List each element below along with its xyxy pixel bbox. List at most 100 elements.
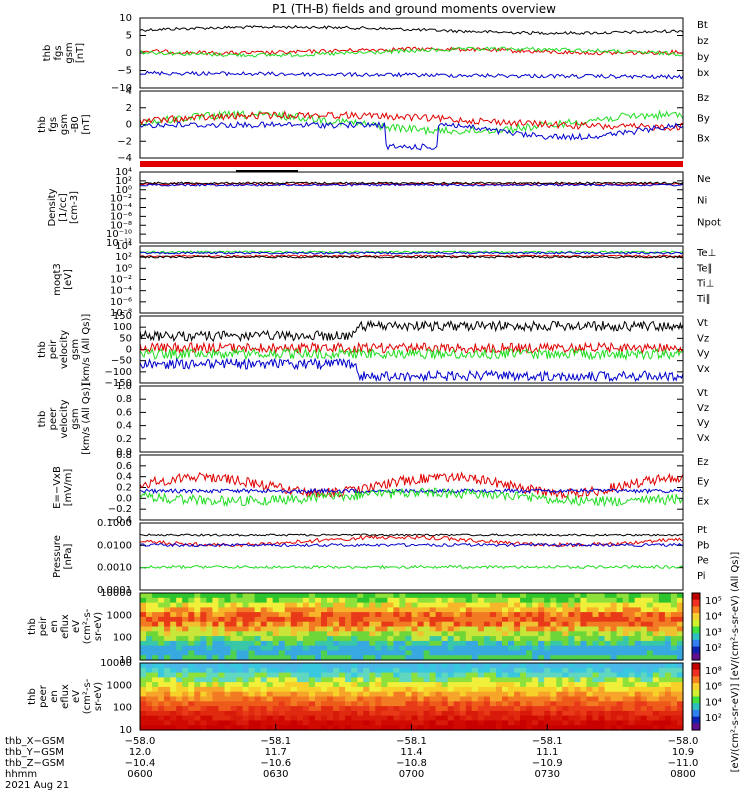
panel-density: 10⁴10²10⁰10⁻²10⁻⁴10⁻⁶10⁻⁸10⁻¹⁰10⁻¹²Densi… — [47, 167, 721, 249]
spec-cell — [302, 612, 310, 618]
spec-cell — [170, 645, 177, 651]
spec-cell — [284, 631, 292, 637]
ytick-label: 10⁴ — [115, 167, 132, 178]
spec-cell — [188, 650, 195, 656]
spec-cell — [532, 710, 539, 717]
series-Ey — [139, 487, 684, 508]
spec-cell — [520, 725, 527, 731]
spec-cell — [658, 691, 666, 698]
spec-cell — [194, 715, 201, 721]
spec-cell — [465, 631, 473, 637]
spec-cell — [423, 597, 431, 604]
spec-cell — [562, 677, 569, 683]
xaxis-value: 0700 — [399, 769, 424, 780]
spec-cell — [200, 715, 207, 721]
spec-cell — [363, 640, 370, 647]
spec-cell — [260, 663, 268, 669]
spec-cell — [610, 626, 618, 632]
spec-cell — [538, 706, 545, 712]
spec-cell — [429, 593, 437, 599]
spec-cell — [556, 593, 563, 599]
spec-cell — [399, 626, 406, 632]
spec-cell — [502, 663, 509, 669]
spec-cell — [152, 612, 159, 618]
colorbar-cell — [692, 646, 700, 654]
spec-cell — [152, 696, 159, 702]
spec-cell — [496, 672, 503, 678]
spec-cell — [375, 682, 382, 688]
colorbar-cell — [692, 633, 700, 641]
spec-cell — [321, 640, 328, 647]
spec-cell — [477, 682, 485, 688]
spec-cell — [586, 640, 594, 647]
spec-cell — [658, 616, 666, 623]
spec-cell — [399, 621, 406, 628]
spec-cell — [206, 682, 213, 688]
spec-cell — [345, 667, 352, 674]
spec-cell — [471, 667, 479, 674]
spec-cell — [278, 677, 286, 683]
spec-cell — [664, 645, 672, 651]
spec-cell — [345, 710, 352, 717]
spec-cell — [218, 640, 225, 647]
spec-cell — [483, 715, 491, 721]
spec-cell — [538, 667, 545, 674]
spec-cell — [182, 725, 189, 731]
spec-cell — [417, 663, 425, 669]
spec-cell — [622, 715, 630, 721]
spec-cell — [520, 663, 527, 669]
spec-cell — [489, 597, 497, 604]
spec-cell — [212, 710, 219, 717]
spec-cell — [321, 650, 328, 656]
spec-cell — [248, 710, 256, 717]
spec-cell — [369, 593, 376, 599]
spec-cell — [369, 706, 376, 712]
spec-cell — [194, 686, 201, 693]
spec-cell — [206, 667, 213, 674]
spec-cell — [634, 691, 642, 698]
spec-cell — [290, 650, 298, 656]
spec-cell — [302, 682, 310, 688]
spec-cell — [357, 663, 364, 669]
spec-cell — [315, 607, 322, 613]
legend-Npot: Npot — [697, 217, 721, 228]
spec-cell — [586, 650, 594, 656]
spec-cell — [447, 696, 455, 702]
spec-cell — [483, 677, 491, 683]
spec-cell — [176, 706, 183, 712]
spec-cell — [556, 686, 563, 693]
spec-cell — [321, 725, 328, 731]
spec-cell — [411, 701, 419, 707]
spec-cell — [538, 696, 545, 702]
spec-cell — [170, 677, 177, 683]
spec-cell — [206, 677, 213, 683]
spec-cell — [302, 710, 310, 717]
ytick-label: −2 — [117, 136, 132, 147]
spec-cell — [333, 612, 340, 618]
spec-cell — [327, 636, 334, 642]
spec-cell — [622, 696, 630, 702]
spec-cell — [598, 612, 606, 618]
spec-cell — [315, 616, 322, 623]
spec-cell — [429, 677, 437, 683]
ytick-label: 0.0100 — [97, 540, 132, 551]
spec-cell — [526, 597, 533, 604]
spec-cell — [453, 640, 461, 647]
spec-cell — [520, 682, 527, 688]
spec-cell — [302, 725, 310, 731]
spec-cell — [182, 593, 189, 599]
spec-cell — [423, 725, 431, 731]
spec-cell — [278, 672, 286, 678]
spec-cell — [200, 701, 207, 707]
spec-cell — [351, 645, 358, 651]
spec-cell — [260, 631, 268, 637]
spec-cell — [158, 640, 165, 647]
spec-cell — [164, 706, 171, 712]
spec-cell — [502, 631, 509, 637]
spec-cell — [502, 621, 509, 628]
spec-cell — [308, 602, 316, 608]
spec-cell — [339, 593, 346, 599]
spec-cell — [520, 650, 527, 656]
